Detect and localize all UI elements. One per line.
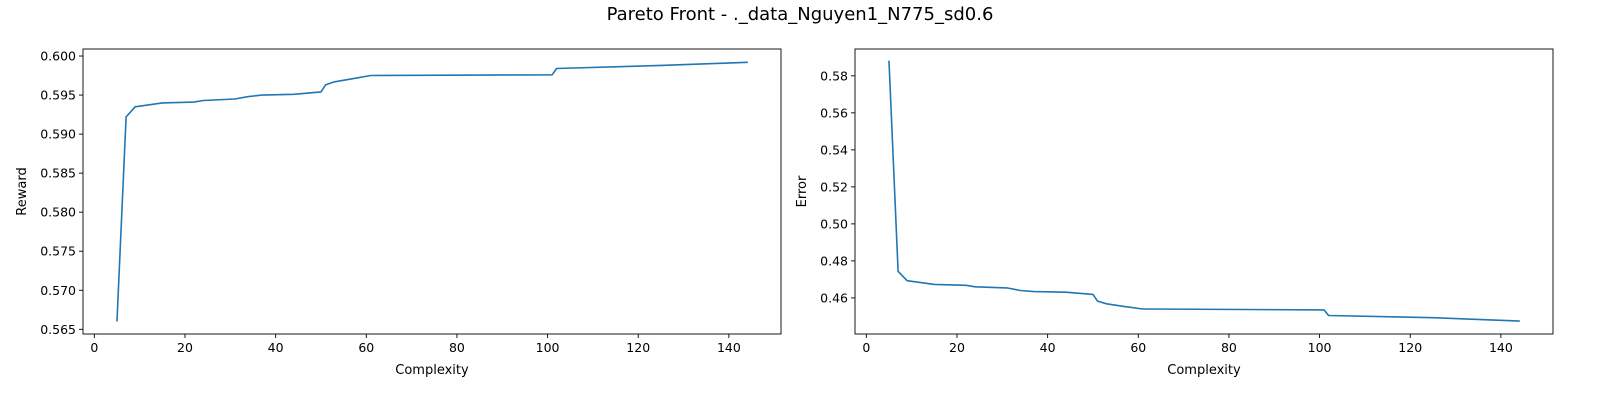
chart2-ytick-label: 0.50 [820, 216, 848, 231]
chart1-ytick-label: 0.585 [40, 166, 76, 181]
chart2-xtick-label: 60 [1130, 340, 1146, 355]
chart1-ytick-label: 0.565 [40, 322, 76, 337]
chart2-ytick-label: 0.56 [820, 105, 848, 120]
chart2-ytick-label: 0.54 [820, 142, 848, 157]
chart1-ytick-label: 0.590 [40, 127, 76, 142]
chart2-ylabel: Error [795, 175, 810, 207]
chart1-xtick-label: 80 [449, 340, 465, 355]
chart2-frame [854, 48, 1554, 335]
chart2-xtick-label: 120 [1398, 340, 1422, 355]
chart2-xtick-label: 140 [1489, 340, 1513, 355]
chart2-ytick-label: 0.58 [820, 68, 848, 83]
chart2-xtick-label: 20 [949, 340, 965, 355]
chart1-xtick-label: 20 [177, 340, 193, 355]
chart1-ytick-label: 0.570 [40, 283, 76, 298]
chart1-ytick-label: 0.595 [40, 88, 76, 103]
chart1-axes: 0 20 40 60 80 100 120 140 0.565 0.570 0.575 0.580 0.… [15, 48, 782, 378]
chart2-ytick-label: 0.48 [820, 253, 848, 268]
figure-title: Pareto Front - ._data_Nguyen1_N775_sd0.6 [606, 4, 994, 25]
chart1-xtick-label: 60 [358, 340, 374, 355]
chart1-xtick-label: 0 [90, 340, 98, 355]
chart1-series-reward-line [116, 61, 748, 322]
chart1-xtick-label: 120 [626, 340, 650, 355]
chart1-ylabel: Reward [15, 167, 30, 215]
chart1-frame [82, 48, 782, 335]
chart2-xtick-label: 40 [1040, 340, 1056, 355]
chart2-xtick-label: 80 [1221, 340, 1237, 355]
chart1-ytick-label: 0.580 [40, 205, 76, 220]
chart1-ytick-label: 0.600 [40, 49, 76, 64]
chart2-ytick-label: 0.46 [820, 290, 848, 305]
chart2-xtick-label: 100 [1308, 340, 1332, 355]
chart2-axes: 0 20 40 60 80 100 120 140 0.46 0.48 0.50 0.52 0.54 0.… [795, 48, 1554, 378]
chart1-xtick-label: 40 [268, 340, 284, 355]
chart1-ytick-label: 0.575 [40, 244, 76, 259]
chart1-xlabel: Complexity [395, 363, 469, 378]
chart1-xtick-label: 140 [717, 340, 741, 355]
chart2-ytick-label: 0.52 [820, 179, 848, 194]
chart2-xlabel: Complexity [1167, 363, 1241, 378]
chart2-xtick-label: 0 [862, 340, 870, 355]
chart1-xtick-label: 100 [536, 340, 560, 355]
chart2-series-error-line [888, 60, 1520, 322]
